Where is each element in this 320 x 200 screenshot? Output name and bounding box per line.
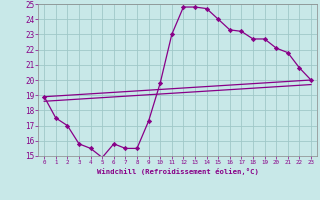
X-axis label: Windchill (Refroidissement éolien,°C): Windchill (Refroidissement éolien,°C) [97,168,259,175]
